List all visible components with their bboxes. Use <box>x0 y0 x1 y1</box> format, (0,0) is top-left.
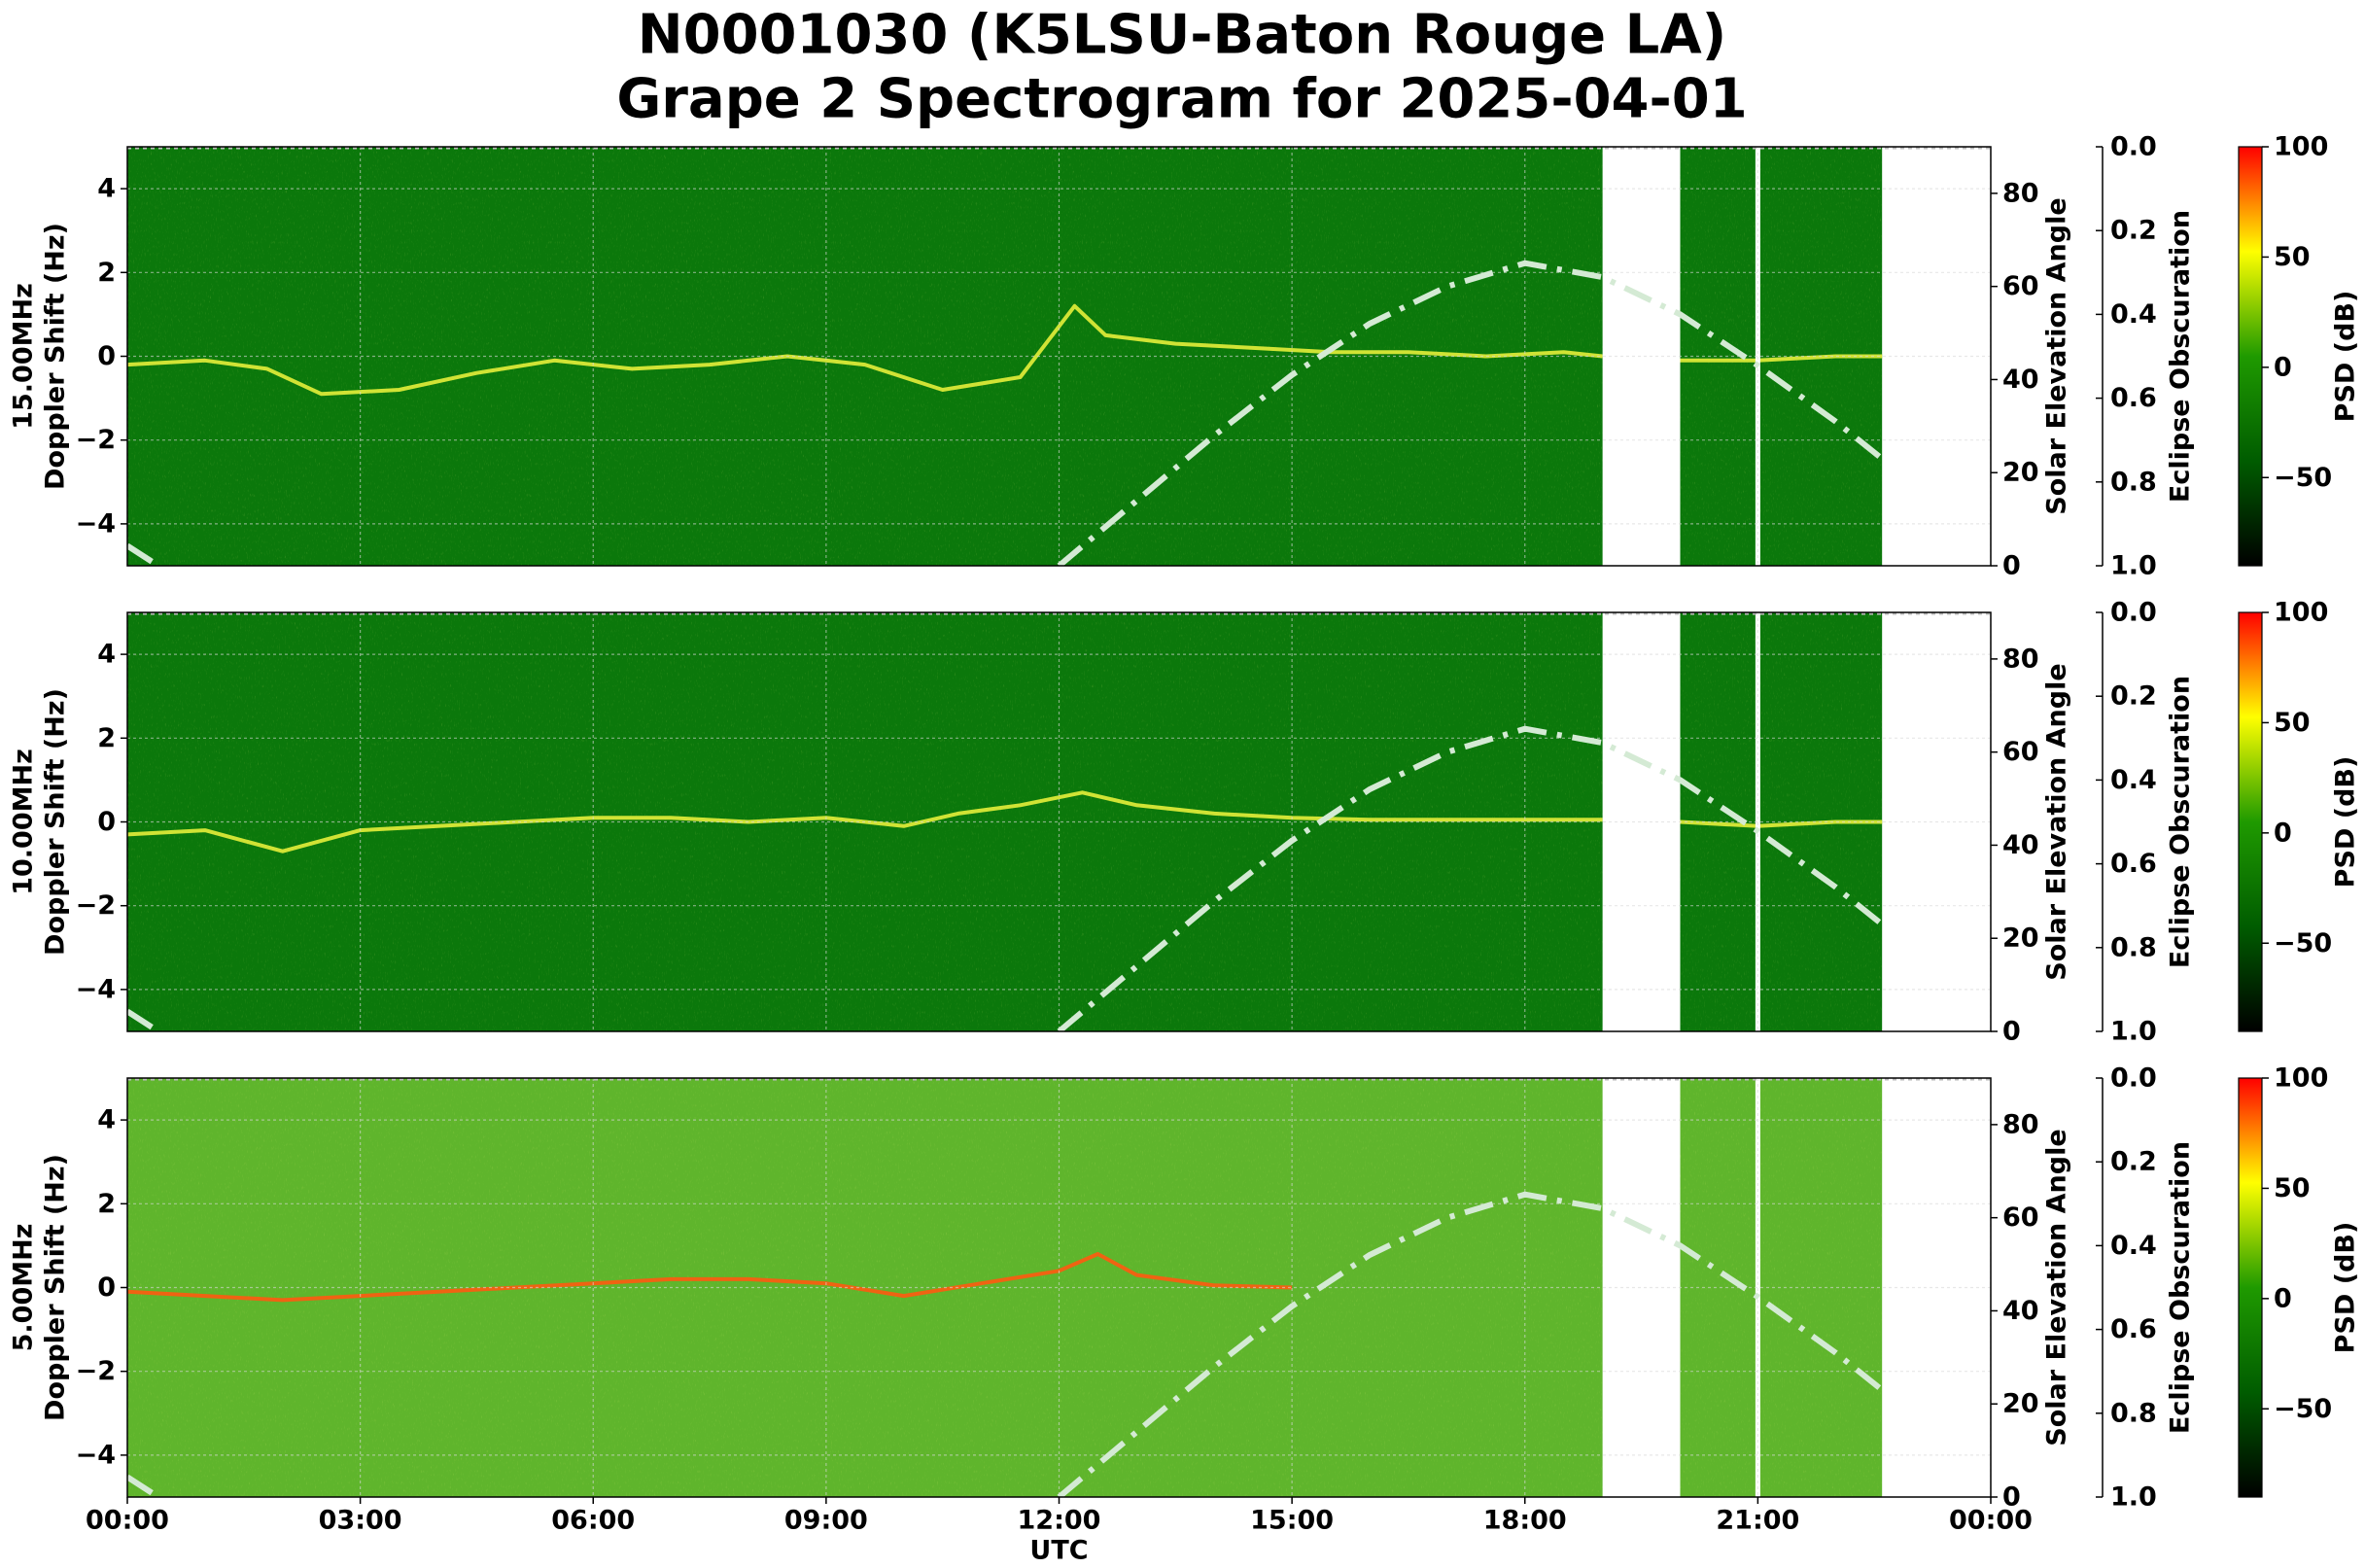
eclipse-axis-label: Eclipse Obscuration <box>2166 210 2196 503</box>
colorbar <box>2238 146 2263 567</box>
eclipse-tick-label: 0.4 <box>2110 299 2157 330</box>
colorbar-tick-label: −50 <box>2274 463 2332 493</box>
eclipse-tick-label: 0.2 <box>2110 216 2157 246</box>
colorbar-tick-label: −50 <box>2274 928 2332 958</box>
y2-tick-label: 20 <box>2002 923 2039 954</box>
x-tick-label: 06:00 <box>551 1506 635 1536</box>
x-tick-label: 00:00 <box>1949 1506 2033 1536</box>
plot-area <box>127 147 1991 566</box>
eclipse-tick-label: 0.6 <box>2110 849 2157 879</box>
colorbar-tick-label: 0 <box>2274 1283 2292 1313</box>
doppler-trace <box>127 1252 1293 1303</box>
y2-tick-label: 80 <box>2002 1109 2039 1139</box>
y-tick-label: −2 <box>76 1356 116 1386</box>
eclipse-tick-label: 0.4 <box>2110 765 2157 795</box>
y2-axis-label: Solar Elevation Angle <box>2042 197 2072 514</box>
eclipse-tick-label: 0.8 <box>2110 467 2157 497</box>
y-tick-label: 2 <box>97 258 116 288</box>
eclipse-tick-label: 0.2 <box>2110 681 2157 712</box>
colorbar-tick-label: 50 <box>2274 1173 2311 1203</box>
y-tick-label: 0 <box>97 1272 116 1303</box>
y2-axis-label: Solar Elevation Angle <box>2042 1129 2072 1446</box>
x-tick-label: 21:00 <box>1716 1506 1799 1536</box>
eclipse-tick-label: 0.0 <box>2110 132 2157 162</box>
plot-area <box>127 1078 1991 1497</box>
y-axis-label: 5.00MHz <box>9 1224 39 1352</box>
eclipse-tick-label: 0.6 <box>2110 1314 2157 1344</box>
colorbar-label: PSD (dB) <box>2331 291 2361 423</box>
eclipse-tick-label: 0.2 <box>2110 1147 2157 1177</box>
y2-tick-label: 0 <box>2002 1482 2021 1513</box>
eclipse-tick-label: 1.0 <box>2110 551 2157 581</box>
eclipse-axis-label: Eclipse Obscuration <box>2166 1141 2196 1434</box>
chart-title: N0001030 (K5LSU-Baton Rouge LA) <box>638 4 1727 67</box>
eclipse-tick-label: 0.0 <box>2110 1063 2157 1094</box>
y-axis-label: Doppler Shift (Hz) <box>41 1154 71 1421</box>
y2-tick-label: 60 <box>2002 1202 2039 1233</box>
chart-subtitle: Grape 2 Spectrogram for 2025-04-01 <box>616 68 1747 131</box>
x-tick-label: 15:00 <box>1250 1506 1334 1536</box>
x-tick-label: 09:00 <box>784 1506 868 1536</box>
x-axis-label: UTC <box>1029 1536 1088 1566</box>
colorbar <box>2238 611 2263 1032</box>
colorbar-tick-label: 50 <box>2274 708 2311 738</box>
y-tick-label: 4 <box>97 174 116 204</box>
colorbar-tick-label: 100 <box>2274 1063 2328 1094</box>
y-tick-label: 4 <box>97 1105 116 1135</box>
colorbar-tick-label: 0 <box>2274 818 2292 848</box>
doppler-trace <box>127 790 1883 854</box>
y-tick-label: 0 <box>97 341 116 371</box>
eclipse-tick-label: 0.6 <box>2110 383 2157 413</box>
colorbar-label: PSD (dB) <box>2331 756 2361 889</box>
colorbar-tick-label: 100 <box>2274 132 2328 162</box>
y-tick-label: −4 <box>76 508 116 539</box>
colorbar-tick-label: 0 <box>2274 352 2292 382</box>
y2-tick-label: 20 <box>2002 1389 2039 1419</box>
x-tick-label: 00:00 <box>86 1506 169 1536</box>
y2-axis-label: Solar Elevation Angle <box>2042 663 2072 980</box>
y2-tick-label: 0 <box>2002 1017 2021 1047</box>
y-axis-label: 15.00MHz <box>9 283 39 430</box>
y-tick-label: −4 <box>76 974 116 1004</box>
y2-tick-label: 60 <box>2002 737 2039 767</box>
x-tick-label: 12:00 <box>1018 1506 1101 1536</box>
solar-elevation-line <box>127 725 1885 1031</box>
y2-tick-label: 40 <box>2002 365 2039 395</box>
y2-tick-label: 0 <box>2002 551 2021 581</box>
y2-tick-label: 20 <box>2002 458 2039 488</box>
colorbar-tick-label: −50 <box>2274 1394 2332 1424</box>
colorbar-tick-label: 100 <box>2274 598 2328 628</box>
x-tick-label: 03:00 <box>319 1506 402 1536</box>
colorbar-tick-label: 50 <box>2274 242 2311 272</box>
y-tick-label: 2 <box>97 1189 116 1219</box>
plot-area <box>127 612 1991 1031</box>
x-tick-label: 18:00 <box>1483 1506 1567 1536</box>
y-tick-label: 2 <box>97 723 116 753</box>
y-tick-label: −2 <box>76 425 116 455</box>
eclipse-tick-label: 0.0 <box>2110 598 2157 628</box>
y2-tick-label: 80 <box>2002 178 2039 208</box>
y-tick-label: −2 <box>76 890 116 921</box>
colorbar <box>2238 1077 2263 1498</box>
y-axis-label: 10.00MHz <box>9 749 39 895</box>
eclipse-axis-label: Eclipse Obscuration <box>2166 676 2196 968</box>
solar-elevation-line <box>127 260 1885 566</box>
y-axis-label: Doppler Shift (Hz) <box>41 688 71 956</box>
y-axis-label: Doppler Shift (Hz) <box>41 223 71 490</box>
eclipse-tick-label: 1.0 <box>2110 1017 2157 1047</box>
y2-tick-label: 40 <box>2002 830 2039 860</box>
colorbar-label: PSD (dB) <box>2331 1222 2361 1354</box>
y-tick-label: 0 <box>97 807 116 837</box>
eclipse-tick-label: 0.8 <box>2110 932 2157 962</box>
y-tick-label: 4 <box>97 640 116 670</box>
y2-tick-label: 40 <box>2002 1296 2039 1326</box>
y2-tick-label: 80 <box>2002 644 2039 674</box>
solar-elevation-line <box>127 1191 1885 1497</box>
y-tick-label: −4 <box>76 1440 116 1470</box>
eclipse-tick-label: 0.4 <box>2110 1231 2157 1261</box>
eclipse-tick-label: 1.0 <box>2110 1482 2157 1513</box>
y2-tick-label: 60 <box>2002 271 2039 301</box>
eclipse-tick-label: 0.8 <box>2110 1398 2157 1428</box>
